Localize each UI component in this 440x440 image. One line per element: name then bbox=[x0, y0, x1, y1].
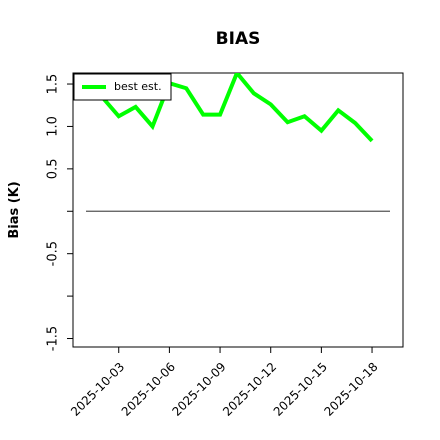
y-tick-label: -0.5 bbox=[46, 241, 61, 266]
series-line bbox=[100, 73, 374, 143]
x-tick-label: 2025-10-18 bbox=[321, 360, 380, 419]
y-tick-label: -1.5 bbox=[46, 326, 61, 351]
chart-title: BIAS bbox=[216, 29, 261, 49]
y-tick-label: 1.0 bbox=[46, 116, 61, 137]
legend-label: best est. bbox=[114, 80, 162, 93]
y-tick-label: 1.5 bbox=[46, 74, 61, 95]
y-axis-label: Bias (K) bbox=[7, 181, 22, 238]
y-tick-label: 0.5 bbox=[46, 159, 61, 180]
